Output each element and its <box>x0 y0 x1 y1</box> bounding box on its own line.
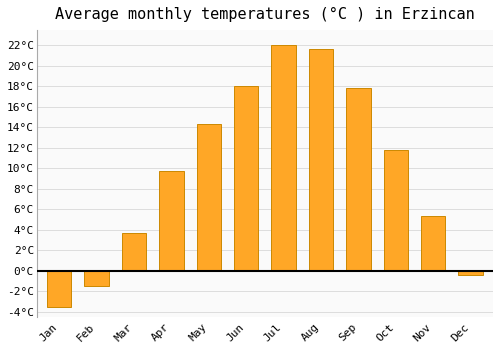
Bar <box>122 233 146 271</box>
Bar <box>384 150 408 271</box>
Bar <box>159 172 184 271</box>
Bar <box>196 124 221 271</box>
Bar <box>421 216 446 271</box>
Bar <box>234 86 258 271</box>
Bar <box>47 271 72 307</box>
Bar <box>346 89 370 271</box>
Bar <box>272 46 295 271</box>
Bar <box>458 271 483 275</box>
Bar <box>84 271 108 286</box>
Title: Average monthly temperatures (°C ) in Erzincan: Average monthly temperatures (°C ) in Er… <box>55 7 475 22</box>
Bar <box>309 49 333 271</box>
